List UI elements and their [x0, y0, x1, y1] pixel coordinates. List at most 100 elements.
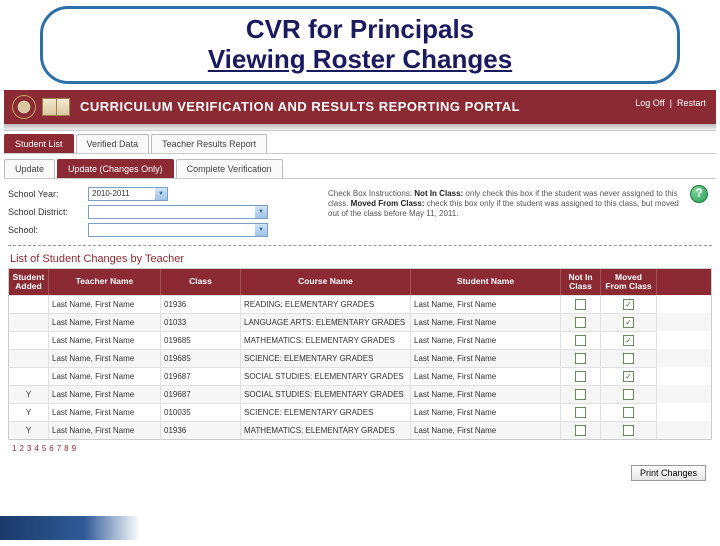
col-course-name[interactable]: Course Name: [241, 269, 411, 296]
tab-student-list[interactable]: Student List: [4, 134, 74, 153]
moved-checkbox[interactable]: [623, 389, 634, 400]
cell-moved: ✓: [601, 367, 657, 385]
cell-moved: [601, 385, 657, 403]
pager-page[interactable]: 9: [72, 444, 76, 453]
slide-title-line1: CVR for Principals: [246, 14, 474, 44]
main-tabs: Student List Verified Data Teacher Resul…: [4, 131, 716, 154]
cell-notin: [561, 349, 601, 367]
table-row: Last Name, First Name019685SCIENCE: ELEM…: [9, 349, 711, 367]
cell-course: SCIENCE: ELEMENTARY GRADES: [241, 349, 411, 367]
print-changes-button[interactable]: Print Changes: [631, 465, 706, 481]
cell-teacher: Last Name, First Name: [49, 349, 161, 367]
moved-checkbox[interactable]: [623, 407, 634, 418]
cell-notin: [561, 313, 601, 331]
cell-teacher: Last Name, First Name: [49, 367, 161, 385]
cell-course: MATHEMATICS: ELEMENTARY GRADES: [241, 421, 411, 439]
cell-notin: [561, 295, 601, 313]
cell-teacher: Last Name, First Name: [49, 421, 161, 439]
help-icon[interactable]: ?: [690, 185, 708, 203]
notin-checkbox[interactable]: [575, 425, 586, 436]
moved-checkbox[interactable]: [623, 425, 634, 436]
school-year-select[interactable]: 2010-2011 ▼: [88, 187, 168, 201]
notin-checkbox[interactable]: [575, 299, 586, 310]
header-gradient: [4, 124, 716, 131]
cell-student: Last Name, First Name: [411, 313, 561, 331]
school-label: School:: [8, 225, 88, 235]
school-year-label: School Year:: [8, 189, 88, 199]
notin-checkbox[interactable]: [575, 371, 586, 382]
cell-class: 019687: [161, 367, 241, 385]
table-row: Last Name, First Name01033LANGUAGE ARTS:…: [9, 313, 711, 331]
cell-course: READING: ELEMENTARY GRADES: [241, 295, 411, 313]
notin-checkbox[interactable]: [575, 389, 586, 400]
cell-class: 019687: [161, 385, 241, 403]
cell-course: SOCIAL STUDIES: ELEMENTARY GRADES: [241, 367, 411, 385]
cell-student: Last Name, First Name: [411, 367, 561, 385]
cell-teacher: Last Name, First Name: [49, 385, 161, 403]
school-year-value: 2010-2011: [92, 189, 130, 198]
pager-page[interactable]: 8: [64, 444, 68, 453]
cell-class: 010035: [161, 403, 241, 421]
cell-notin: [561, 421, 601, 439]
pager-page[interactable]: 2: [19, 444, 23, 453]
subtab-update[interactable]: Update: [4, 159, 55, 178]
school-district-select[interactable]: ▼: [88, 205, 268, 219]
col-student-added[interactable]: Student Added: [9, 269, 49, 296]
restart-link[interactable]: Restart: [677, 98, 706, 108]
cell-student: Last Name, First Name: [411, 385, 561, 403]
cell-added: Y: [9, 421, 49, 439]
portal-title: CURRICULUM VERIFICATION AND RESULTS REPO…: [80, 99, 520, 114]
cell-student: Last Name, First Name: [411, 349, 561, 367]
checkbox-instructions: ? Check Box Instructions: Not In Class: …: [318, 185, 712, 239]
cell-course: SCIENCE: ELEMENTARY GRADES: [241, 403, 411, 421]
notin-checkbox[interactable]: [575, 353, 586, 364]
cell-student: Last Name, First Name: [411, 295, 561, 313]
table-row: YLast Name, First Name019687SOCIAL STUDI…: [9, 385, 711, 403]
table-row: YLast Name, First Name01936MATHEMATICS: …: [9, 421, 711, 439]
tab-verified-data[interactable]: Verified Data: [76, 134, 150, 153]
col-student-name[interactable]: Student Name: [411, 269, 561, 296]
table-row: Last Name, First Name01936READING: ELEME…: [9, 295, 711, 313]
moved-checkbox[interactable]: ✓: [623, 335, 634, 346]
logoff-link[interactable]: Log Off: [635, 98, 664, 108]
moved-checkbox[interactable]: ✓: [623, 317, 634, 328]
pager-page[interactable]: 7: [57, 444, 61, 453]
table-row: YLast Name, First Name010035SCIENCE: ELE…: [9, 403, 711, 421]
col-not-in-class[interactable]: Not In Class: [561, 269, 601, 296]
cell-class: 019685: [161, 349, 241, 367]
cell-student: Last Name, First Name: [411, 403, 561, 421]
table-row: Last Name, First Name019685MATHEMATICS: …: [9, 331, 711, 349]
cell-added: [9, 295, 49, 313]
cell-added: [9, 367, 49, 385]
col-teacher-name[interactable]: Teacher Name: [49, 269, 161, 296]
pager-page[interactable]: 6: [49, 444, 53, 453]
notin-checkbox[interactable]: [575, 317, 586, 328]
cell-teacher: Last Name, First Name: [49, 313, 161, 331]
pager-page[interactable]: 3: [27, 444, 31, 453]
notin-bold: Not In Class:: [414, 189, 463, 198]
changes-grid: Student Added Teacher Name Class Course …: [8, 268, 712, 441]
pager-page[interactable]: 4: [34, 444, 38, 453]
pager-page[interactable]: 1: [12, 444, 16, 453]
cell-teacher: Last Name, First Name: [49, 295, 161, 313]
col-moved-from[interactable]: Moved From Class: [601, 269, 657, 296]
cell-class: 01936: [161, 421, 241, 439]
pager-page[interactable]: 5: [42, 444, 46, 453]
col-class[interactable]: Class: [161, 269, 241, 296]
notin-checkbox[interactable]: [575, 335, 586, 346]
cell-moved: [601, 421, 657, 439]
subtab-update-changes[interactable]: Update (Changes Only): [57, 159, 174, 178]
notin-checkbox[interactable]: [575, 407, 586, 418]
cell-added: [9, 349, 49, 367]
slide-title-line2: Viewing Roster Changes: [208, 44, 512, 74]
print-row: Print Changes: [4, 457, 716, 481]
tab-teacher-results[interactable]: Teacher Results Report: [151, 134, 267, 153]
subtab-complete-verification[interactable]: Complete Verification: [176, 159, 283, 178]
moved-checkbox[interactable]: ✓: [623, 299, 634, 310]
school-select[interactable]: ▼: [88, 223, 268, 237]
cell-class: 01936: [161, 295, 241, 313]
moved-checkbox[interactable]: [623, 353, 634, 364]
pager: 123456789: [4, 440, 716, 457]
slide-footer-bar: [0, 516, 140, 540]
moved-checkbox[interactable]: ✓: [623, 371, 634, 382]
